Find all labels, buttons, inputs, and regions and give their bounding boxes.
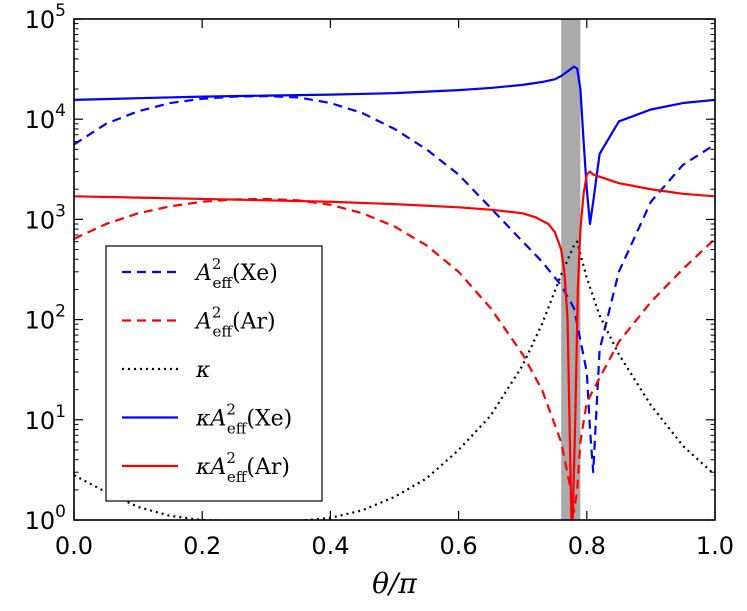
y-tick-label-1: 101 [25, 402, 66, 435]
y-tick-labels: 100 101 102 103 104 105 [25, 1, 66, 535]
series-line-4 [74, 170, 715, 520]
y-tick-label-4: 104 [25, 101, 66, 134]
y-tick-label-5: 105 [25, 1, 66, 34]
x-axis-label: θ/π [372, 567, 417, 600]
series-line-3 [74, 65, 715, 226]
legend-label-0: A2 eff(Xe) [194, 255, 278, 292]
legend-label-1: A2 eff(Ar) [194, 304, 276, 341]
legend-box [105, 245, 323, 502]
y-tick-label-0: 100 [25, 502, 66, 535]
series-layer [74, 65, 715, 520]
x-tick-label-0: 0.0 [55, 532, 93, 560]
legend-entries: A2 eff(Xe) A2 eff(Ar) κ κA2 eff(Xe) κA2 eff(Ar) [122, 255, 292, 486]
tick-layer [73, 18, 716, 521]
legend-label-4: κA2 eff(Ar) [195, 449, 290, 486]
series-line-1 [74, 197, 715, 514]
series-line-0 [74, 95, 715, 474]
x-tick-labels: 0.0 0.2 0.4 0.6 0.8 1.0 [55, 532, 734, 560]
x-tick-label-5: 1.0 [696, 532, 734, 560]
x-tick-label-2: 0.4 [311, 532, 349, 560]
legend: A2 eff(Xe) A2 eff(Ar) κ κA2 eff(Xe) κA2 eff(Ar) [105, 245, 323, 502]
x-tick-label-3: 0.6 [440, 532, 478, 560]
x-tick-label-1: 0.2 [183, 532, 221, 560]
y-tick-label-3: 103 [25, 201, 66, 234]
legend-label-2: κ [195, 358, 211, 383]
plot-frame [73, 18, 716, 521]
y-tick-label-2: 102 [25, 302, 66, 335]
legend-label-3: κA2 eff(Xe) [195, 401, 292, 438]
x-tick-label-4: 0.8 [568, 532, 606, 560]
